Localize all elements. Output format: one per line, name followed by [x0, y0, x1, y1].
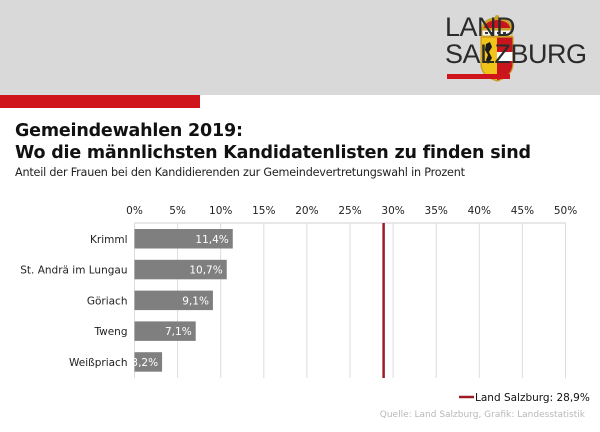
category-label: Göriach [87, 295, 128, 307]
bar [134, 321, 196, 341]
bar-value-label: 7,1% [165, 326, 192, 338]
bar-value-label: 10,7% [189, 265, 222, 277]
legend-label: Land Salzburg: 28,9% [475, 392, 590, 404]
bar [134, 229, 233, 249]
category-label: Weißpriach [69, 357, 128, 369]
x-tick-label: 15% [252, 205, 275, 217]
logo-line-1: LAND [445, 12, 516, 42]
logo-underline [447, 74, 510, 79]
chart-subtitle: Anteil der Frauen bei den Kandidierenden… [15, 166, 465, 179]
red-accent-bar [0, 95, 200, 108]
x-tick-label: 5% [169, 205, 186, 217]
x-tick-label: 10% [209, 205, 232, 217]
bar-value-label: 3,2% [131, 357, 158, 369]
x-tick-label: 50% [554, 205, 577, 217]
bars: 11,4% Krimml 10,7% St. Andrä im Lungau 9,1% G… [20, 229, 233, 372]
category-label: Krimml [90, 234, 128, 246]
x-axis-ticks: 0% 5% 10% 15% 20% 25% 30% 35% 40% 45% 50% [126, 205, 577, 217]
x-tick-label: 35% [425, 205, 448, 217]
chart-title-line-2: Wo die männlichsten Kandidatenlisten zu … [15, 143, 531, 163]
x-tick-label: 45% [511, 205, 534, 217]
x-tick-label: 20% [295, 205, 318, 217]
category-label: St. Andrä im Lungau [20, 265, 127, 277]
bar [134, 290, 213, 311]
bar-value-label: 9,1% [182, 295, 209, 307]
gridlines [134, 222, 566, 378]
x-tick-label: 40% [468, 205, 491, 217]
logo-line-2: SALZBURG [445, 39, 587, 69]
x-tick-label: 0% [126, 205, 143, 217]
bar-chart: 0% 5% 10% 15% 20% 25% 30% 35% 40% 45% 50% 11,4% Kri… [20, 205, 590, 404]
bar [134, 259, 227, 280]
chart-title-line-1: Gemeindewahlen 2019: [15, 121, 243, 141]
source-note: Quelle: Land Salzburg, Grafik: Landessta… [379, 410, 585, 420]
salzburg-coat-of-arms-icon [480, 15, 514, 82]
bar [134, 352, 163, 372]
logo-wordmark: LAND SALZBURG [445, 14, 587, 68]
x-tick-label: 25% [338, 205, 361, 217]
bar-value-label: 11,4% [195, 234, 228, 246]
category-label: Tweng [93, 326, 127, 338]
legend: Land Salzburg: 28,9% [459, 392, 590, 404]
x-tick-label: 30% [381, 205, 404, 217]
